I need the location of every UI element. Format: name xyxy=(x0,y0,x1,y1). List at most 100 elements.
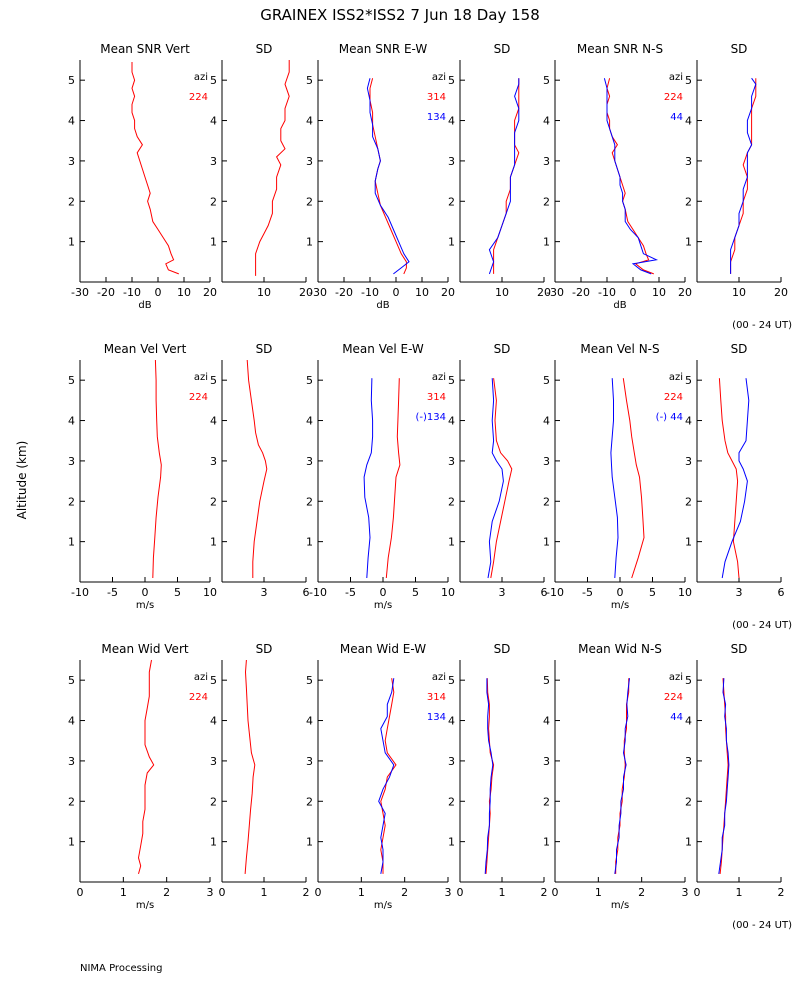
y-tick-label: 5 xyxy=(685,74,692,87)
legend-entry: 314 xyxy=(427,392,446,403)
panel-3-4: SD 1 2 3 4 5 0 1 2 xyxy=(448,642,548,899)
series-line-blue xyxy=(730,77,757,274)
legend-entry: 224 xyxy=(189,92,208,103)
panel-title: Mean Wid N-S xyxy=(578,642,662,656)
x-tick-label: 0 xyxy=(219,886,226,899)
panel-title: Mean Wid Vert xyxy=(101,642,188,656)
y-tick-label: 2 xyxy=(543,495,550,508)
y-tick-label: 2 xyxy=(68,795,75,808)
x-tick-label: -10 xyxy=(546,586,564,599)
panel-title: SD xyxy=(256,642,273,656)
x-tick-label: -10 xyxy=(309,586,327,599)
panel-1-6: SD 1 2 3 4 5 10 20 xyxy=(685,42,788,299)
x-tick-label: 20 xyxy=(537,286,551,299)
x-axis-label: m/s xyxy=(611,900,629,911)
time-range-label: (00 - 24 UT) xyxy=(732,920,792,931)
panel-title: SD xyxy=(256,42,273,56)
y-tick-label: 1 xyxy=(448,236,455,249)
y-tick-label: 1 xyxy=(685,536,692,549)
x-tick-label: 3 xyxy=(207,886,214,899)
y-tick-label: 5 xyxy=(448,374,455,387)
x-tick-label: -10 xyxy=(361,286,379,299)
y-tick-label: 3 xyxy=(685,755,692,768)
legend-entry: 224 xyxy=(189,692,208,703)
x-tick-label: 10 xyxy=(652,286,666,299)
panel-title: Mean SNR Vert xyxy=(100,42,190,56)
x-tick-label: 3 xyxy=(736,586,743,599)
y-tick-label: 3 xyxy=(543,155,550,168)
legend-entry: 224 xyxy=(664,92,683,103)
panel-title: SD xyxy=(731,342,748,356)
x-tick-label: 0 xyxy=(552,886,559,899)
x-tick-label: 2 xyxy=(638,886,645,899)
y-tick-label: 4 xyxy=(685,715,692,728)
time-range-label: (00 - 24 UT) xyxy=(732,320,792,331)
legend-header: azi xyxy=(432,372,446,383)
panel-title: SD xyxy=(256,342,273,356)
y-tick-label: 4 xyxy=(543,415,550,428)
x-axis-label: dB xyxy=(376,300,389,311)
y-tick-label: 4 xyxy=(448,415,455,428)
x-axis-label: m/s xyxy=(374,900,392,911)
series-line-red xyxy=(490,378,513,579)
panel-title: SD xyxy=(494,642,511,656)
series-line-red xyxy=(380,678,397,874)
panel-1-1: Mean SNR Vert 1 2 3 4 5 -30 -20 -10 0 10 20 dB azi 224 xyxy=(68,42,217,311)
footer-text: NIMA Processing xyxy=(80,963,162,974)
x-tick-label: 1 xyxy=(358,886,365,899)
series-line-blue xyxy=(363,378,374,579)
x-tick-label: 0 xyxy=(142,586,149,599)
legend-entry: 134 xyxy=(427,712,446,723)
x-tick-label: 0 xyxy=(380,586,387,599)
panel-title: SD xyxy=(494,342,511,356)
x-tick-label: -10 xyxy=(598,286,616,299)
panel-title: SD xyxy=(494,42,511,56)
panel-2-2: SD 1 2 3 4 5 3 6 xyxy=(210,342,310,599)
x-tick-label: 1 xyxy=(736,886,743,899)
x-tick-label: -20 xyxy=(335,286,353,299)
y-tick-label: 4 xyxy=(543,715,550,728)
y-tick-label: 4 xyxy=(306,115,313,128)
legend-entry: (-)134 xyxy=(416,412,447,423)
x-tick-label: 3 xyxy=(682,886,689,899)
x-tick-label: 2 xyxy=(778,886,785,899)
series-line-blue xyxy=(488,78,520,275)
y-tick-label: 4 xyxy=(306,415,313,428)
series-line-red xyxy=(385,378,401,579)
series-line-blue xyxy=(718,678,730,874)
y-tick-label: 3 xyxy=(306,155,313,168)
legend-entry: 314 xyxy=(427,692,446,703)
y-tick-label: 1 xyxy=(210,236,217,249)
series-line-red xyxy=(622,378,645,579)
x-axis-label: m/s xyxy=(136,600,154,611)
x-tick-label: 5 xyxy=(174,586,181,599)
y-tick-label: 5 xyxy=(543,74,550,87)
legend-header: azi xyxy=(194,72,208,83)
panel-title: Mean Vel E-W xyxy=(342,342,424,356)
x-tick-label: -30 xyxy=(71,286,89,299)
y-tick-label: 1 xyxy=(448,536,455,549)
y-tick-label: 5 xyxy=(306,674,313,687)
x-tick-label: 3 xyxy=(445,886,452,899)
x-axis-label: m/s xyxy=(374,600,392,611)
x-tick-label: -20 xyxy=(97,286,115,299)
series-line-red xyxy=(244,659,256,874)
series-line-blue xyxy=(378,678,395,874)
legend-header: azi xyxy=(669,72,683,83)
y-tick-label: 3 xyxy=(306,455,313,468)
y-tick-label: 3 xyxy=(306,755,313,768)
y-tick-label: 2 xyxy=(210,795,217,808)
legend-entry: 224 xyxy=(664,692,683,703)
y-tick-label: 5 xyxy=(448,674,455,687)
y-tick-label: 1 xyxy=(448,836,455,849)
y-tick-label: 4 xyxy=(448,115,455,128)
legend-entry: 134 xyxy=(427,112,446,123)
y-tick-label: 4 xyxy=(448,715,455,728)
y-tick-label: 4 xyxy=(210,115,217,128)
y-tick-label: 1 xyxy=(68,836,75,849)
legend-header: azi xyxy=(432,72,446,83)
